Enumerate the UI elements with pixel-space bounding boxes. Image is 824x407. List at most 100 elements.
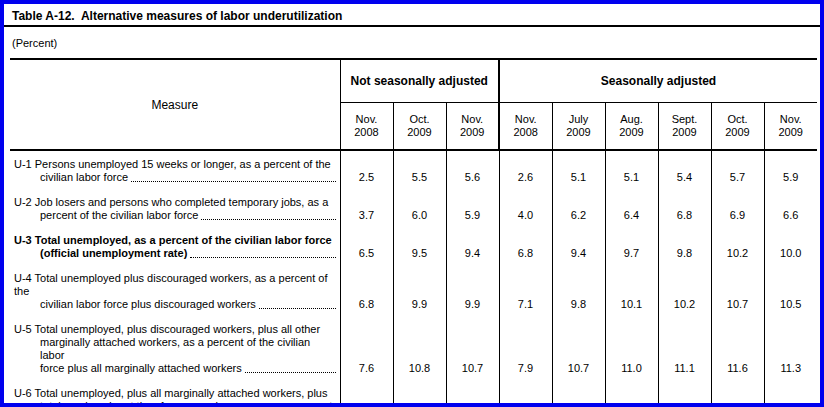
value-cell: 11.1: [658, 322, 711, 386]
value-cell: 16.8: [605, 386, 658, 403]
value-cell: 10.0: [764, 233, 817, 271]
table-title: Table A-12. Alternative measures of labo…: [4, 4, 820, 25]
value-cell: 5.6: [446, 150, 499, 195]
value-cell: 12.2: [340, 386, 393, 403]
percent-note: (Percent): [4, 27, 820, 49]
measure-cell: U-5 Total unemployed, plus discouraged w…: [10, 322, 340, 386]
dot-leader: [245, 372, 336, 373]
labor-underutilization-table: Measure Not seasonally adjusted Seasonal…: [10, 58, 817, 403]
value-cell: 9.8: [552, 271, 605, 322]
value-cell: 9.9: [446, 271, 499, 322]
measure-label-line: percent of the civilian labor force: [14, 209, 338, 222]
measure-label-line: civilian labor force plus discouraged wo…: [14, 298, 338, 311]
measure-label-line: U-3 Total unemployed, as a percent of th…: [14, 234, 338, 247]
value-cell: 12.6: [499, 386, 552, 403]
value-cell: 17.0: [658, 386, 711, 403]
month-column-header: Aug.2009: [605, 103, 658, 151]
measure-label-line: total employed part time for economic re…: [14, 400, 338, 403]
value-cell: 9.4: [552, 233, 605, 271]
value-cell: 7.1: [499, 271, 552, 322]
value-cell: 17.2: [764, 386, 817, 403]
value-cell: 2.5: [340, 150, 393, 195]
dot-leader: [201, 219, 335, 220]
value-cell: 10.1: [605, 271, 658, 322]
value-cell: 9.5: [393, 233, 446, 271]
table-row: U-1 Persons unemployed 15 weeks or longe…: [10, 150, 817, 195]
value-cell: 5.1: [552, 150, 605, 195]
month-column-header: Oct.2009: [393, 103, 446, 151]
value-cell: 10.7: [711, 271, 764, 322]
value-cell: 6.8: [340, 271, 393, 322]
value-cell: 5.1: [605, 150, 658, 195]
value-cell: 3.7: [340, 195, 393, 233]
measure-cell: U-2 Job losers and persons who completed…: [10, 195, 340, 233]
measure-cell: U-4 Total unemployed plus discouraged wo…: [10, 271, 340, 322]
value-cell: 11.6: [711, 322, 764, 386]
value-cell: 17.5: [711, 386, 764, 403]
value-cell: 9.7: [605, 233, 658, 271]
dot-leader: [131, 181, 335, 182]
group-header-seasonally-adjusted: Seasonally adjusted: [499, 59, 817, 103]
value-cell: 16.3: [393, 386, 446, 403]
measure-label-line: marginally attached workers, as a percen…: [14, 336, 338, 362]
value-cell: 9.9: [393, 271, 446, 322]
value-cell: 6.0: [393, 195, 446, 233]
measure-label-line: U-2 Job losers and persons who completed…: [14, 196, 338, 209]
value-cell: 7.9: [499, 322, 552, 386]
measure-cell: U-6 Total unemployed, plus all marginall…: [10, 386, 340, 403]
dot-leader: [259, 308, 336, 309]
month-column-header: Nov.2009: [446, 103, 499, 151]
month-column-header: July2009: [552, 103, 605, 151]
month-column-header: Oct.2009: [711, 103, 764, 151]
value-cell: 9.8: [658, 233, 711, 271]
value-cell: 10.2: [711, 233, 764, 271]
table-row: U-4 Total unemployed plus discouraged wo…: [10, 271, 817, 322]
table-row: U-5 Total unemployed, plus discouraged w…: [10, 322, 817, 386]
value-cell: 16.4: [446, 386, 499, 403]
month-column-header: Nov.2008: [499, 103, 552, 151]
value-cell: 6.8: [499, 233, 552, 271]
month-column-header: Sept.2009: [658, 103, 711, 151]
value-cell: 11.3: [764, 322, 817, 386]
table-row: U-3 Total unemployed, as a percent of th…: [10, 233, 817, 271]
measure-label-line: U-6 Total unemployed, plus all marginall…: [14, 387, 338, 400]
value-cell: 11.0: [605, 322, 658, 386]
value-cell: 10.5: [764, 271, 817, 322]
month-column-header: Nov.2009: [764, 103, 817, 151]
value-cell: 6.2: [552, 195, 605, 233]
value-cell: 6.5: [340, 233, 393, 271]
measure-label-line: (official unemployment rate): [14, 247, 338, 260]
value-cell: 6.6: [764, 195, 817, 233]
table-row: U-6 Total unemployed, plus all marginall…: [10, 386, 817, 403]
table-row: U-2 Job losers and persons who completed…: [10, 195, 817, 233]
value-cell: 5.7: [711, 150, 764, 195]
value-cell: 2.6: [499, 150, 552, 195]
measure-label-line: U-4 Total unemployed plus discouraged wo…: [14, 272, 338, 298]
value-cell: 4.0: [499, 195, 552, 233]
group-header-row: Measure Not seasonally adjusted Seasonal…: [10, 59, 817, 103]
page: Table A-12. Alternative measures of labo…: [4, 4, 820, 403]
value-cell: 7.6: [340, 322, 393, 386]
measure-label-line: force plus all marginally attached worke…: [14, 362, 338, 375]
dot-leader: [190, 257, 335, 258]
value-cell: 16.3: [552, 386, 605, 403]
value-cell: 5.5: [393, 150, 446, 195]
value-cell: 6.9: [711, 195, 764, 233]
value-cell: 5.4: [658, 150, 711, 195]
measure-column-header: Measure: [10, 59, 340, 150]
value-cell: 5.9: [446, 195, 499, 233]
group-header-not-seasonally-adjusted: Not seasonally adjusted: [340, 59, 499, 103]
value-cell: 10.7: [446, 322, 499, 386]
measure-label-line: U-1 Persons unemployed 15 weeks or longe…: [14, 158, 338, 171]
value-cell: 6.8: [658, 195, 711, 233]
value-cell: 10.8: [393, 322, 446, 386]
value-cell: 5.9: [764, 150, 817, 195]
measure-label-line: U-5 Total unemployed, plus discouraged w…: [14, 323, 338, 336]
month-column-header: Nov.2008: [340, 103, 393, 151]
measure-cell: U-3 Total unemployed, as a percent of th…: [10, 233, 340, 271]
value-cell: 10.7: [552, 322, 605, 386]
measure-cell: U-1 Persons unemployed 15 weeks or longe…: [10, 150, 340, 195]
measure-label-line: civilian labor force: [14, 171, 338, 184]
value-cell: 10.2: [658, 271, 711, 322]
value-cell: 6.4: [605, 195, 658, 233]
